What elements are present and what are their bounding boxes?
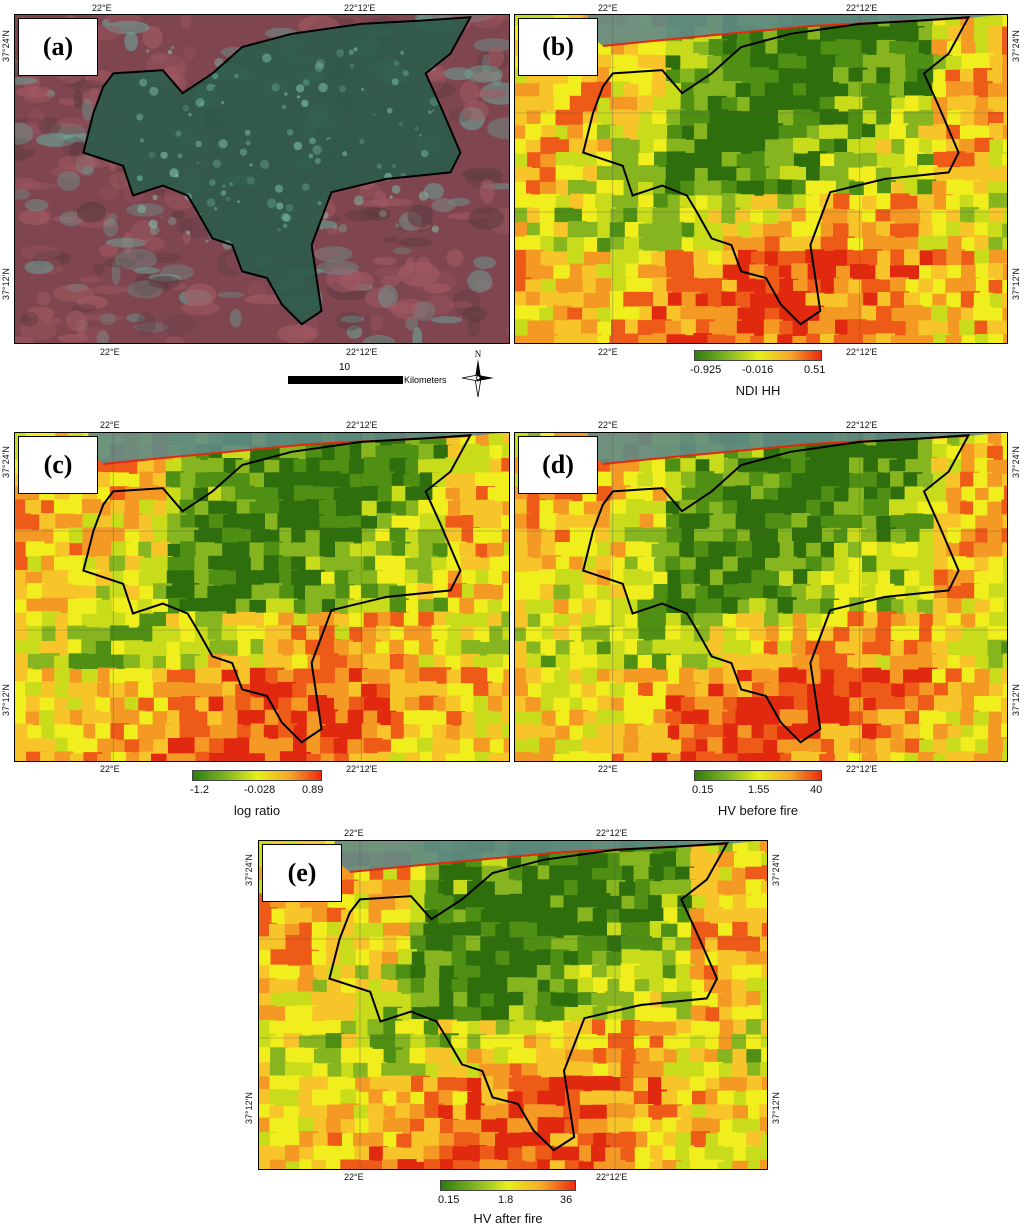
legend-max-c: 0.89 [302, 784, 324, 796]
classified-map-e [258, 840, 768, 1170]
map-frame-a [14, 14, 510, 344]
legend-mid-e: 1.8 [498, 1194, 514, 1206]
tick-left-top-c: 37°24'N [1, 446, 11, 478]
tick-top-right-e: 22°12'E [596, 828, 628, 838]
map-panel-b: (b) [514, 14, 1008, 344]
panel-label-a: (a) [18, 18, 98, 76]
tick-right-top-b: 37°24'N [1011, 30, 1021, 62]
tick-top-right-d: 22°12'E [846, 420, 878, 430]
tick-bottom-right-b: 22°12'E [846, 347, 878, 357]
legend-colorbar-e [440, 1180, 576, 1191]
north-label: N [475, 349, 482, 359]
tick-bottom-right-d: 22°12'E [846, 764, 878, 774]
map-frame-b [514, 14, 1008, 344]
map-frame-e [258, 840, 768, 1170]
tick-right-bottom-e: 37°12'N [771, 1092, 781, 1124]
tick-bottom-right-c: 22°12'E [346, 764, 378, 774]
tick-top-left-e: 22°E [344, 828, 364, 838]
classified-map-b [514, 14, 1008, 344]
map-panel-c: (c) [14, 432, 510, 762]
tick-top-left-b: 22°E [598, 3, 618, 13]
map-frame-d [514, 432, 1008, 762]
legend-min-e: 0.15 [438, 1194, 460, 1206]
legend-colorbar-c [192, 770, 322, 781]
tick-left-bottom-a: 37°12'N [1, 268, 11, 300]
legend-mid-c: -0.028 [244, 784, 276, 796]
legend-title-d: HV before fire [717, 803, 799, 818]
legend-min-b: -0.925 [690, 364, 722, 376]
map-panel-e: (e) [258, 840, 768, 1170]
tick-top-right-b: 22°12'E [846, 3, 878, 13]
map-panel-d: (d) [514, 432, 1008, 762]
legend-mid-b: -0.016 [742, 364, 774, 376]
tick-top-left-d: 22°E [598, 420, 618, 430]
tick-left-top-a: 37°24'N [1, 30, 11, 62]
legend-c: -1.2 -0.028 0.89 log ratio [190, 770, 324, 820]
tick-left-bottom-c: 37°12'N [1, 684, 11, 716]
legend-e: 0.15 1.8 36 HV after fire [438, 1180, 576, 1229]
tick-bottom-left-e: 22°E [344, 1172, 364, 1182]
tick-right-bottom-b: 37°12'N [1011, 268, 1021, 300]
legend-title-e: HV after fire [473, 1211, 543, 1226]
scale-bar-unit: Kilometers [404, 375, 447, 385]
tick-top-right-c: 22°12'E [346, 420, 378, 430]
legend-title-c: log ratio [233, 803, 281, 818]
panel-label-c: (c) [18, 436, 98, 494]
classified-map-c [14, 432, 510, 762]
legend-max-d: 40 [810, 784, 823, 796]
tick-bottom-left-a: 22°E [100, 347, 120, 357]
panel-label-d: (d) [518, 436, 598, 494]
compass-rose-icon: N [460, 348, 496, 402]
legend-min-d: 0.15 [692, 784, 714, 796]
legend-colorbar-d [694, 770, 822, 781]
scale-bar-line [288, 376, 403, 384]
tick-right-top-e: 37°24'N [771, 854, 781, 886]
legend-mid-d: 1.55 [748, 784, 770, 796]
optical-image-a [14, 14, 510, 344]
legend-b: -0.925 -0.016 0.51 NDI HH [690, 350, 826, 400]
tick-top-right-a: 22°12'E [344, 3, 376, 13]
tick-bottom-left-b: 22°E [598, 347, 618, 357]
scale-bar-value: 10 [339, 362, 351, 373]
tick-right-top-d: 37°24'N [1011, 446, 1021, 478]
legend-colorbar-b [694, 350, 822, 361]
legend-title-b: NDI HH [735, 383, 781, 398]
panel-label-e: (e) [262, 844, 342, 902]
tick-right-bottom-d: 37°12'N [1011, 684, 1021, 716]
tick-top-left-a: 22°E [92, 3, 112, 13]
tick-left-top-e: 37°24'N [244, 854, 254, 886]
legend-min-c: -1.2 [190, 784, 209, 796]
tick-left-bottom-e: 37°12'N [244, 1092, 254, 1124]
tick-bottom-right-e: 22°12'E [596, 1172, 628, 1182]
tick-top-left-c: 22°E [100, 420, 120, 430]
map-frame-c [14, 432, 510, 762]
panel-label-b: (b) [518, 18, 598, 76]
legend-max-e: 36 [560, 1194, 573, 1206]
legend-max-b: 0.51 [804, 364, 826, 376]
tick-bottom-right-a: 22°12'E [346, 347, 378, 357]
map-panel-a: (a) [14, 14, 510, 344]
legend-d: 0.15 1.55 40 HV before fire [692, 770, 823, 820]
tick-bottom-left-c: 22°E [100, 764, 120, 774]
tick-bottom-left-d: 22°E [598, 764, 618, 774]
